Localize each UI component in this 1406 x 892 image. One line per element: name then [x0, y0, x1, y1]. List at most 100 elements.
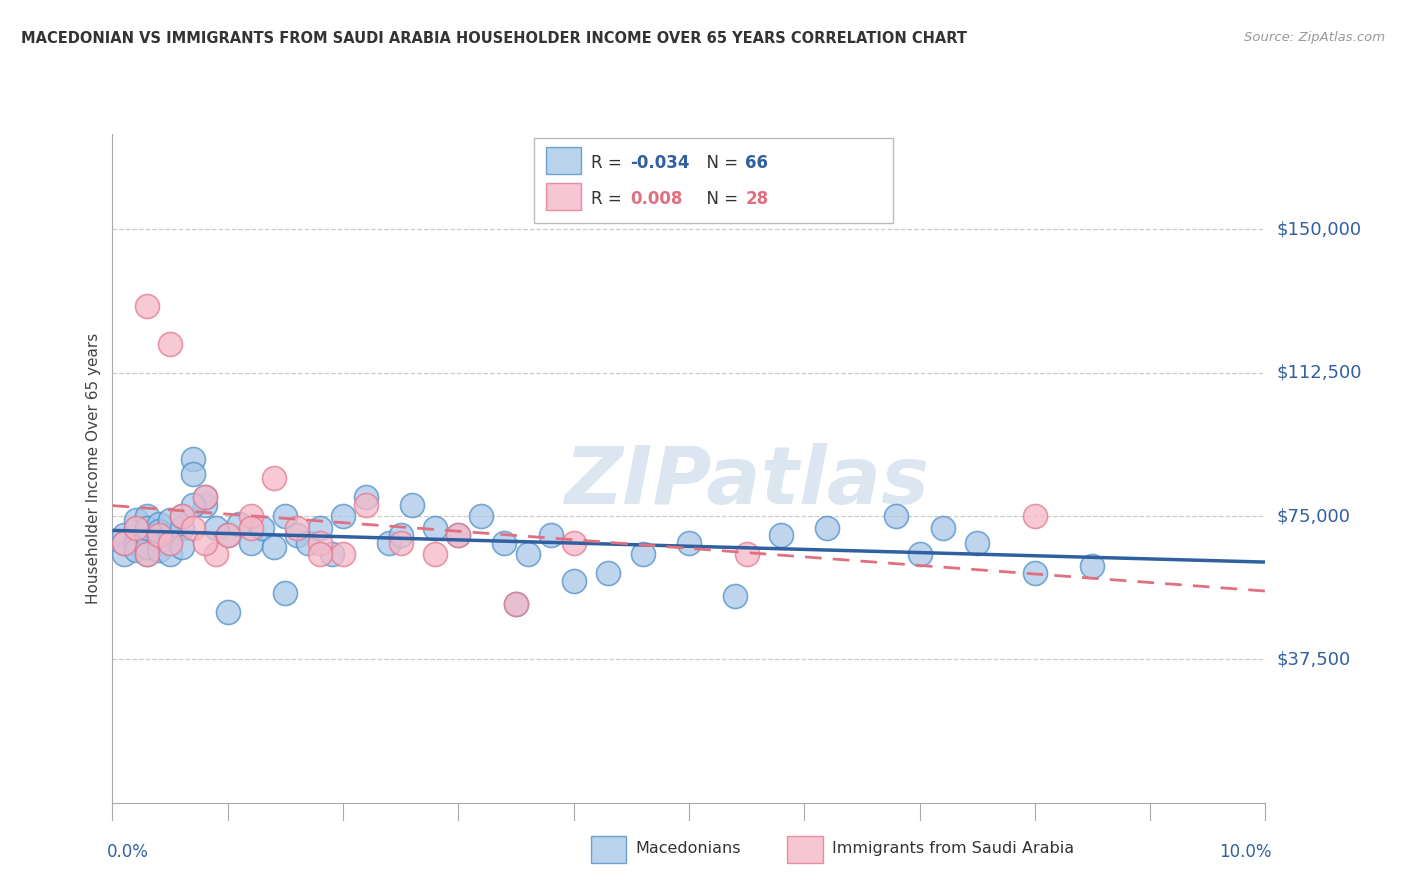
- Point: [170, 540, 193, 554]
- Point: [205, 547, 228, 561]
- Point: [136, 547, 159, 561]
- Text: Immigrants from Saudi Arabia: Immigrants from Saudi Arabia: [832, 841, 1074, 855]
- Point: [354, 498, 377, 512]
- Point: [631, 547, 654, 561]
- Point: [678, 536, 700, 550]
- Text: Source: ZipAtlas.com: Source: ZipAtlas.com: [1244, 31, 1385, 45]
- Point: [112, 536, 135, 550]
- Point: [321, 547, 343, 561]
- Point: [112, 547, 135, 561]
- Text: $75,000: $75,000: [1277, 507, 1351, 525]
- Point: [239, 509, 262, 524]
- Point: [124, 536, 146, 550]
- Point: [159, 513, 181, 527]
- Point: [309, 547, 332, 561]
- Point: [425, 547, 447, 561]
- Text: R =: R =: [591, 190, 627, 208]
- Point: [332, 547, 354, 561]
- Text: Macedonians: Macedonians: [636, 841, 741, 855]
- Text: 10.0%: 10.0%: [1219, 843, 1271, 861]
- Text: $112,500: $112,500: [1277, 364, 1362, 382]
- Point: [354, 490, 377, 504]
- Point: [136, 520, 159, 534]
- Point: [181, 451, 204, 466]
- Point: [159, 528, 181, 542]
- Point: [378, 536, 401, 550]
- Text: -0.034: -0.034: [630, 154, 689, 172]
- Point: [425, 520, 447, 534]
- Point: [263, 471, 285, 485]
- Point: [239, 520, 262, 534]
- Point: [217, 528, 239, 542]
- Point: [931, 520, 953, 534]
- Point: [148, 532, 170, 546]
- Point: [447, 528, 470, 542]
- Point: [966, 536, 988, 550]
- Point: [124, 513, 146, 527]
- Point: [136, 540, 159, 554]
- Point: [170, 520, 193, 534]
- Point: [724, 590, 747, 604]
- Point: [252, 520, 274, 534]
- Point: [112, 528, 135, 542]
- Point: [181, 467, 204, 481]
- Point: [263, 540, 285, 554]
- Point: [389, 536, 412, 550]
- Point: [148, 516, 170, 531]
- Text: ZIPatlas: ZIPatlas: [564, 442, 929, 521]
- Point: [148, 524, 170, 539]
- Point: [562, 574, 585, 588]
- Point: [274, 585, 297, 599]
- Point: [148, 528, 170, 542]
- Text: N =: N =: [696, 154, 744, 172]
- Point: [309, 536, 332, 550]
- Point: [332, 509, 354, 524]
- Point: [124, 520, 146, 534]
- Point: [181, 520, 204, 534]
- Point: [401, 498, 423, 512]
- Point: [112, 536, 135, 550]
- Point: [447, 528, 470, 542]
- Point: [159, 337, 181, 351]
- Point: [170, 509, 193, 524]
- Point: [516, 547, 538, 561]
- Point: [770, 528, 793, 542]
- Point: [148, 543, 170, 558]
- Point: [228, 516, 250, 531]
- Point: [309, 520, 332, 534]
- Point: [136, 509, 159, 524]
- Point: [124, 520, 146, 534]
- Point: [274, 509, 297, 524]
- Point: [181, 498, 204, 512]
- Point: [505, 597, 527, 611]
- Point: [159, 536, 181, 550]
- Text: 66: 66: [745, 154, 768, 172]
- Text: MACEDONIAN VS IMMIGRANTS FROM SAUDI ARABIA HOUSEHOLDER INCOME OVER 65 YEARS CORR: MACEDONIAN VS IMMIGRANTS FROM SAUDI ARAB…: [21, 31, 967, 46]
- Point: [285, 520, 308, 534]
- Text: R =: R =: [591, 154, 627, 172]
- Point: [217, 605, 239, 619]
- Point: [598, 566, 620, 581]
- Point: [540, 528, 562, 542]
- Text: $37,500: $37,500: [1277, 650, 1351, 668]
- Point: [194, 498, 217, 512]
- Y-axis label: Householder Income Over 65 years: Householder Income Over 65 years: [86, 333, 101, 604]
- Point: [494, 536, 516, 550]
- Text: N =: N =: [696, 190, 744, 208]
- Point: [389, 528, 412, 542]
- Point: [470, 509, 492, 524]
- Point: [285, 528, 308, 542]
- Point: [194, 490, 217, 504]
- Point: [170, 509, 193, 524]
- Text: $150,000: $150,000: [1277, 220, 1362, 238]
- Point: [1081, 558, 1104, 573]
- Point: [159, 547, 181, 561]
- Point: [297, 536, 319, 550]
- Point: [735, 547, 758, 561]
- Point: [908, 547, 931, 561]
- Point: [136, 547, 159, 561]
- Point: [239, 536, 262, 550]
- Point: [886, 509, 908, 524]
- Point: [124, 543, 146, 558]
- Point: [1024, 566, 1046, 581]
